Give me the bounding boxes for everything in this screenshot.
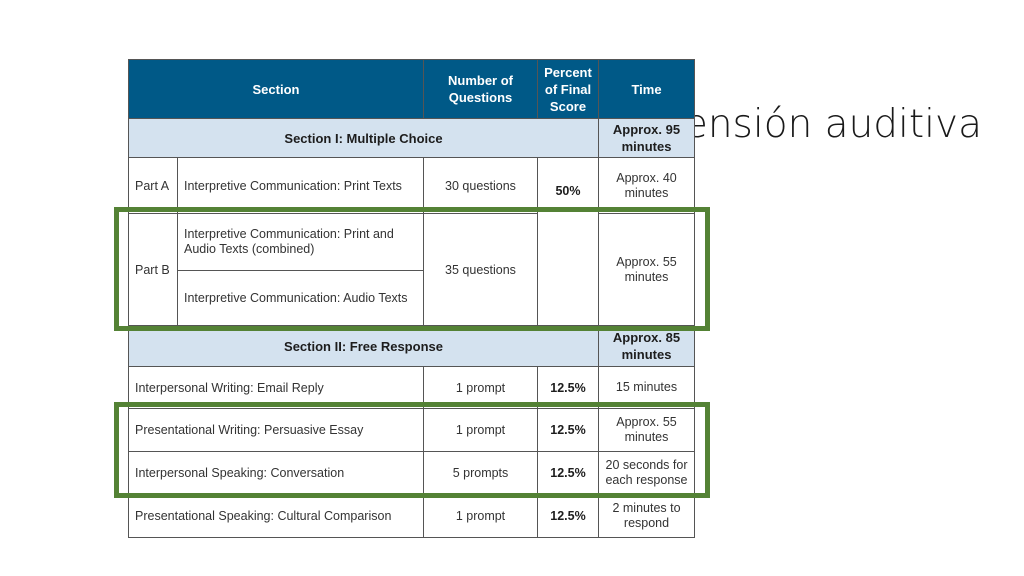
section-1-percent: 50% bbox=[537, 157, 599, 326]
section-1-title: Section I: Multiple Choice bbox=[128, 118, 599, 158]
row-time: 2 minutes to respond bbox=[598, 494, 695, 538]
part-b-desc-1: Interpretive Communication: Print and Au… bbox=[177, 213, 424, 271]
part-b-questions: 35 questions bbox=[423, 213, 538, 326]
header-row: Section Number of Questions Percent of F… bbox=[128, 59, 695, 119]
table-row: Presentational Writing: Persuasive Essay… bbox=[128, 408, 695, 452]
highlight-box-part-b bbox=[114, 207, 710, 331]
part-a-time: Approx. 40 minutes bbox=[598, 157, 695, 214]
part-b-row-1: Part B Interpretive Communication: Print… bbox=[128, 213, 695, 326]
row-questions: 1 prompt bbox=[423, 494, 538, 538]
exam-format-table: Section Number of Questions Percent of F… bbox=[128, 59, 695, 538]
header-percent: Percent of Final Score bbox=[537, 59, 599, 119]
row-percent: 12.5% bbox=[537, 451, 599, 495]
section-1-row: Section I: Multiple Choice Approx. 95 mi… bbox=[128, 118, 695, 158]
part-a-row: Part A Interpretive Communication: Print… bbox=[128, 157, 695, 326]
part-a-desc: Interpretive Communication: Print Texts bbox=[177, 157, 424, 214]
part-b-label: Part B bbox=[128, 213, 178, 326]
header-time: Time bbox=[598, 59, 695, 119]
highlight-box-writing-speaking bbox=[114, 402, 710, 498]
row-time: 15 minutes bbox=[598, 366, 695, 409]
row-questions: 1 prompt bbox=[423, 408, 538, 452]
row-percent: 12.5% bbox=[537, 366, 599, 409]
header-section: Section bbox=[128, 59, 424, 119]
row-desc: Presentational Writing: Persuasive Essay bbox=[128, 408, 424, 452]
row-time: Approx. 55 minutes bbox=[598, 408, 695, 452]
part-a-label: Part A bbox=[128, 157, 178, 214]
row-percent: 12.5% bbox=[537, 408, 599, 452]
row-desc: Interpersonal Writing: Email Reply bbox=[128, 366, 424, 409]
part-a-questions: 30 questions bbox=[423, 157, 538, 214]
section-2-row: Section II: Free Response Approx. 85 min… bbox=[128, 325, 695, 367]
table-row: Interpersonal Writing: Email Reply 1 pro… bbox=[128, 366, 695, 409]
row-questions: 1 prompt bbox=[423, 366, 538, 409]
table-row: Presentational Speaking: Cultural Compar… bbox=[128, 494, 695, 538]
part-b-time: Approx. 55 minutes bbox=[598, 213, 695, 326]
row-percent: 12.5% bbox=[537, 494, 599, 538]
header-num-questions: Number of Questions bbox=[423, 59, 538, 119]
section-1-time: Approx. 95 minutes bbox=[598, 118, 695, 158]
section-2-time: Approx. 85 minutes bbox=[598, 325, 695, 367]
row-desc: Presentational Speaking: Cultural Compar… bbox=[128, 494, 424, 538]
section-2-title: Section II: Free Response bbox=[128, 325, 599, 367]
